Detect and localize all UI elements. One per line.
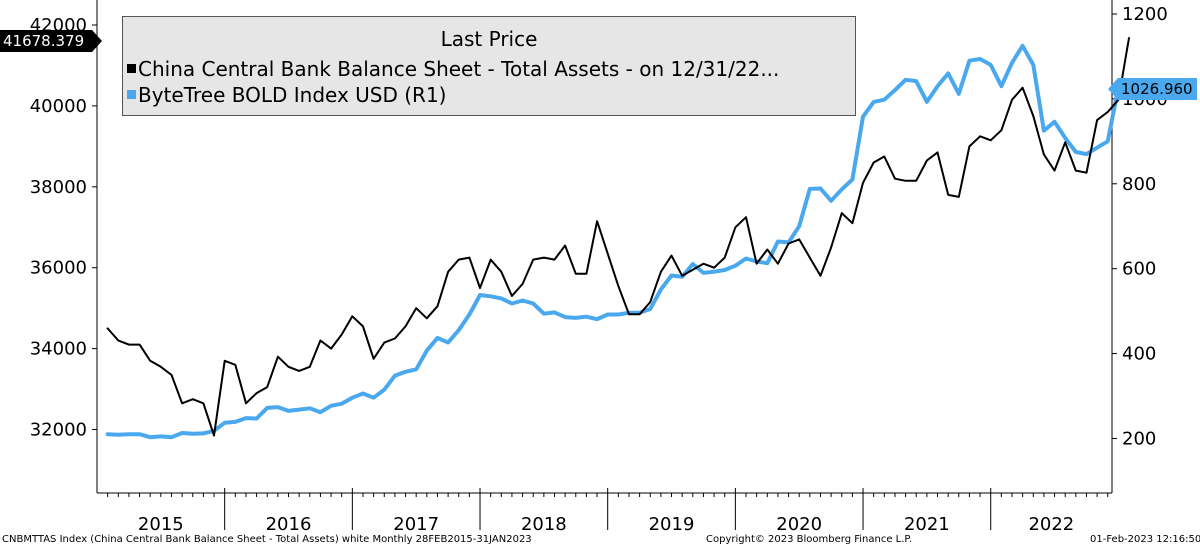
footer-timestamp: 01-Feb-2023 12:16:50	[1090, 534, 1200, 545]
x-tick-label: 2016	[266, 514, 312, 535]
legend-label-series1: China Central Bank Balance Sheet - Total…	[138, 57, 780, 81]
legend-item-bytetree-bold: ByteTree BOLD Index USD (R1)	[127, 83, 446, 107]
left-tick-label: 34000	[30, 339, 87, 360]
left-tick-label: 40000	[30, 96, 87, 117]
series-layer	[105, 37, 1130, 440]
footer-source: CNBMTTAS Index (China Central Bank Balan…	[2, 534, 532, 545]
last-value-left-tag: 41678.379	[0, 30, 103, 52]
legend-title: Last Price	[440, 27, 538, 51]
legend-box: Last Price China Central Bank Balance Sh…	[122, 16, 856, 116]
series-line-bytetree-bold	[105, 43, 1121, 440]
left-tick-label: 32000	[30, 420, 87, 441]
x-tick-label: 2021	[904, 514, 950, 535]
x-tick-label: 2019	[649, 514, 695, 535]
x-tick-label: 2020	[776, 514, 822, 535]
legend-item-china-balance-sheet: China Central Bank Balance Sheet - Total…	[127, 57, 779, 81]
x-tick-label: 2018	[521, 514, 567, 535]
x-tick-label: 2017	[393, 514, 439, 535]
right-tick-label: 400	[1122, 344, 1156, 365]
right-axis-ticks: 20040060080010001200	[1112, 4, 1168, 449]
x-axis-ticks: 2015 2016 2017 2018 2019 2020 2021 2022	[107, 488, 1109, 535]
legend-swatch-blue	[127, 90, 136, 99]
right-tick-label: 1200	[1122, 4, 1168, 25]
series-line-china-balance-sheet	[106, 37, 1130, 437]
footer-copyright: Copyright© 2023 Bloomberg Finance L.P.	[706, 534, 913, 545]
legend-swatch-black	[127, 64, 136, 73]
left-tick-label: 38000	[30, 177, 87, 198]
last-value-right-tag: 1026.960	[1108, 78, 1197, 100]
left-tick-label: 36000	[30, 258, 87, 279]
legend-label-series2: ByteTree BOLD Index USD (R1)	[138, 83, 447, 107]
x-tick-label: 2022	[1028, 514, 1074, 535]
x-tick-label: 2015	[138, 514, 184, 535]
right-tick-label: 200	[1122, 428, 1156, 449]
right-tick-label: 600	[1122, 259, 1156, 280]
right-tick-label: 800	[1122, 174, 1156, 195]
